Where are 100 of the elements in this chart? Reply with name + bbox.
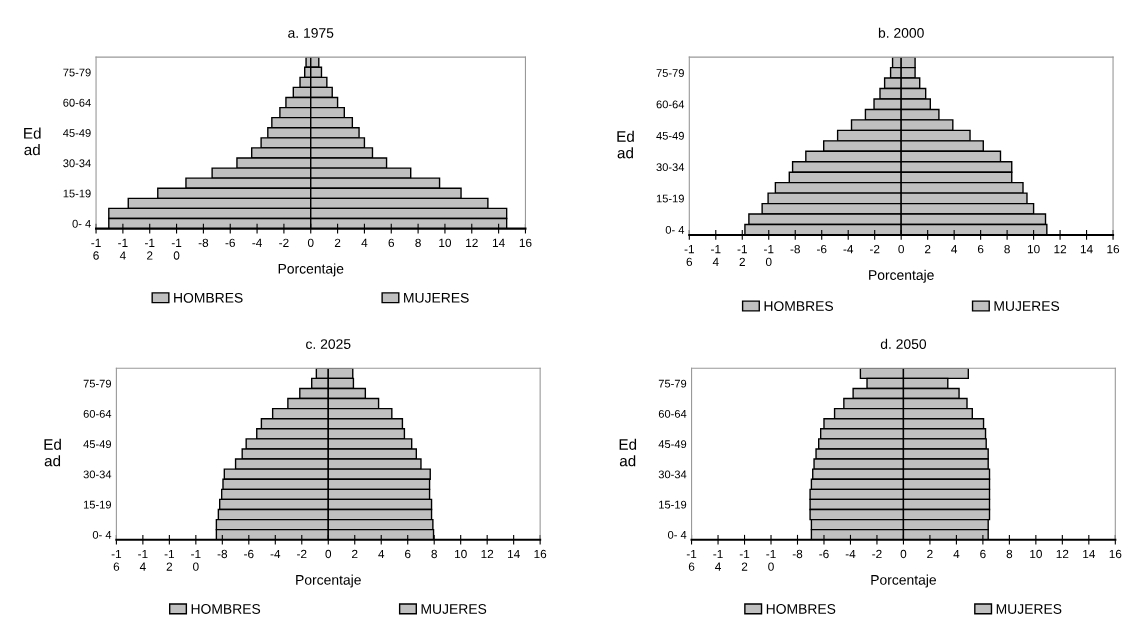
x-tick-label: -8: [198, 238, 209, 247]
legend-label: MUJERES: [404, 292, 469, 303]
x-tick-label: -1 0: [171, 238, 182, 260]
y-tick-label: 15-19: [656, 194, 684, 203]
x-tick-label: 14: [1083, 549, 1096, 559]
x-tick-label: 2: [927, 549, 933, 559]
y-tick-label: 75-79: [83, 379, 112, 388]
x-tick-label: 4: [361, 238, 368, 247]
x-tick-label: 16: [1107, 244, 1120, 254]
x-tick-label: -1 4: [138, 549, 148, 571]
x-tick-label: 8: [1004, 244, 1010, 254]
x-tick-label: 10: [1030, 549, 1042, 559]
x-tick-label: -1 4: [713, 549, 723, 571]
x-tick-label: 12: [1056, 549, 1069, 559]
x-axis-title: Porcentaje: [871, 574, 937, 588]
legend-label: MUJERES: [994, 301, 1060, 311]
x-tick-label: 0: [898, 244, 904, 254]
x-axis-title: Porcentaje: [296, 574, 361, 588]
y-tick-label: 75-79: [656, 69, 684, 77]
y-tick-label: 30-34: [83, 470, 112, 479]
y-tick-label: 60-64: [656, 100, 685, 109]
x-tick-label: 14: [1080, 245, 1093, 254]
y-axis-title: Ed ad: [617, 130, 634, 159]
x-tick-label: -4: [843, 245, 854, 254]
x-axis-title: Porcentaje: [278, 263, 344, 277]
x-tick-label: 0: [307, 238, 314, 247]
y-tick-label: 0- 4: [667, 530, 687, 539]
x-tick-label: -1 2: [164, 549, 175, 571]
x-tick-label: -1 4: [118, 238, 128, 260]
x-tick-label: 6: [405, 549, 411, 559]
x-tick-label: 16: [519, 238, 532, 247]
y-tick-label: 45-49: [656, 131, 684, 140]
x-tick-label: -4: [845, 549, 856, 559]
x-tick-label: 10: [455, 549, 467, 559]
x-tick-label: 8: [1006, 549, 1013, 559]
x-tick-label: 14: [492, 238, 505, 247]
x-tick-label: -1 2: [737, 245, 747, 266]
y-tick-label: 0- 4: [72, 219, 91, 228]
x-tick-label: 14: [507, 549, 520, 559]
y-tick-label: 0- 4: [665, 225, 685, 234]
x-tick-label: -6: [225, 238, 235, 247]
y-tick-label: 60-64: [63, 98, 91, 107]
x-tick-label: 6: [977, 244, 984, 254]
y-tick-label: 45-49: [63, 129, 91, 137]
x-tick-label: 12: [466, 238, 478, 247]
x-tick-label: -4: [252, 238, 262, 247]
x-tick-label: 4: [953, 549, 960, 559]
legend-label: MUJERES: [421, 604, 487, 614]
x-tick-label: 8: [415, 238, 421, 247]
x-tick-label: 2: [334, 238, 341, 247]
x-tick-label: 6: [388, 238, 395, 247]
y-tick-label: 45-49: [83, 440, 112, 449]
x-tick-label: -1 0: [766, 549, 776, 571]
legend-label: HOMBRES: [174, 292, 243, 303]
y-tick-label: 0- 4: [92, 530, 112, 539]
x-tick-label: -1 4: [711, 245, 721, 266]
x-tick-label: 16: [1109, 549, 1122, 559]
y-tick-label: 15-19: [659, 500, 687, 509]
legend-label: HOMBRES: [764, 301, 834, 311]
y-tick-label: 30-34: [658, 470, 687, 479]
y-tick-label: 30-34: [63, 159, 91, 168]
x-tick-label: 6: [980, 549, 986, 559]
x-tick-label: -6: [819, 549, 829, 559]
x-tick-label: -1 6: [111, 549, 122, 571]
x-tick-label: 8: [431, 549, 437, 559]
x-tick-label: 0: [900, 549, 907, 559]
x-tick-label: -8: [792, 549, 803, 559]
y-tick-label: 30-34: [656, 163, 685, 172]
chart-title: a. 1975: [288, 28, 334, 38]
x-axis-title: Porcentaje: [869, 269, 934, 283]
legend-label: MUJERES: [996, 604, 1062, 614]
x-tick-label: -2: [297, 549, 307, 559]
x-tick-label: -1 2: [145, 238, 155, 260]
x-tick-label: -4: [270, 549, 281, 559]
legend-label: HOMBRES: [191, 604, 261, 614]
x-tick-label: -6: [817, 244, 827, 254]
x-tick-label: 12: [1054, 244, 1067, 254]
x-tick-label: 4: [951, 245, 958, 254]
y-tick-label: 60-64: [658, 409, 687, 418]
y-tick-label: 15-19: [63, 189, 91, 198]
x-tick-label: -1 2: [739, 549, 750, 571]
y-axis-title: Ed ad: [24, 127, 41, 156]
x-tick-label: -8: [217, 549, 228, 559]
x-tick-label: -2: [872, 549, 882, 559]
x-tick-label: 2: [352, 549, 358, 559]
x-tick-label: -6: [244, 549, 254, 559]
chart-title: d. 2050: [880, 338, 927, 349]
y-tick-label: 60-64: [83, 409, 112, 418]
legend-label: HOMBRES: [766, 604, 836, 614]
x-tick-label: 4: [378, 549, 385, 559]
x-tick-label: -1 6: [684, 245, 694, 267]
x-tick-label: 10: [1027, 244, 1040, 254]
y-tick-label: 45-49: [658, 440, 687, 449]
y-tick-label: 75-79: [63, 68, 91, 77]
x-tick-label: -1 6: [686, 549, 697, 571]
y-tick-label: 15-19: [83, 500, 112, 509]
x-tick-label: -8: [790, 244, 800, 254]
y-axis-title: Ed ad: [44, 438, 61, 467]
x-tick-label: -1 0: [191, 549, 201, 571]
x-tick-label: 0: [325, 549, 332, 559]
